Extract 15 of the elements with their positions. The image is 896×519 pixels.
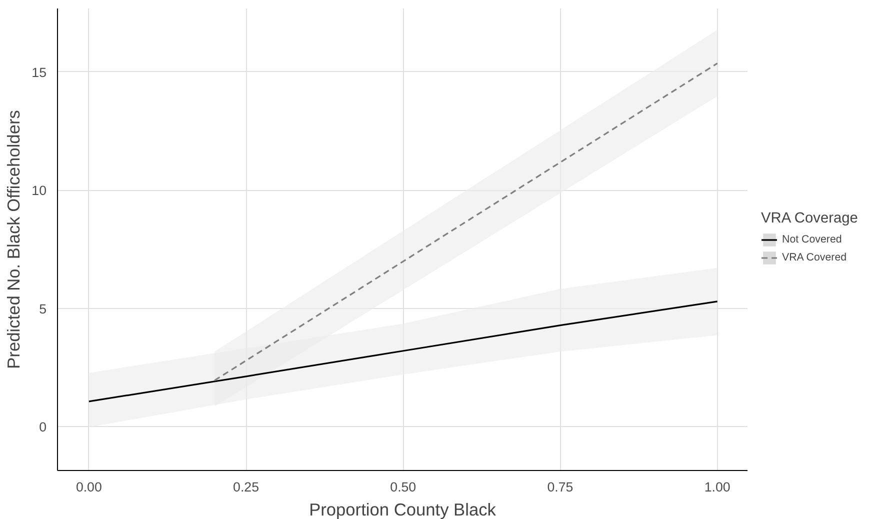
- y-tick-label: 0: [39, 420, 47, 435]
- y-tick-label: 15: [32, 64, 47, 80]
- x-tick-label: 0.50: [390, 480, 416, 494]
- x-tick-label: 1.00: [704, 480, 730, 494]
- legend-label: Not Covered: [782, 233, 842, 245]
- line-series: [88, 300, 718, 402]
- legend-label: VRA Covered: [782, 251, 847, 263]
- x-tick-label: 0.75: [547, 480, 574, 494]
- x-tick-label: 0.25: [233, 480, 260, 494]
- x-tick-label: 0.00: [76, 480, 102, 494]
- y-tick-label: 5: [39, 301, 47, 316]
- y-axis-title: Predicted No. Black Officeholders: [4, 110, 24, 369]
- legend-title: VRA Coverage: [761, 210, 858, 226]
- x-axis-title: Proportion County Black: [309, 500, 496, 519]
- y-tick-label: 10: [32, 183, 47, 198]
